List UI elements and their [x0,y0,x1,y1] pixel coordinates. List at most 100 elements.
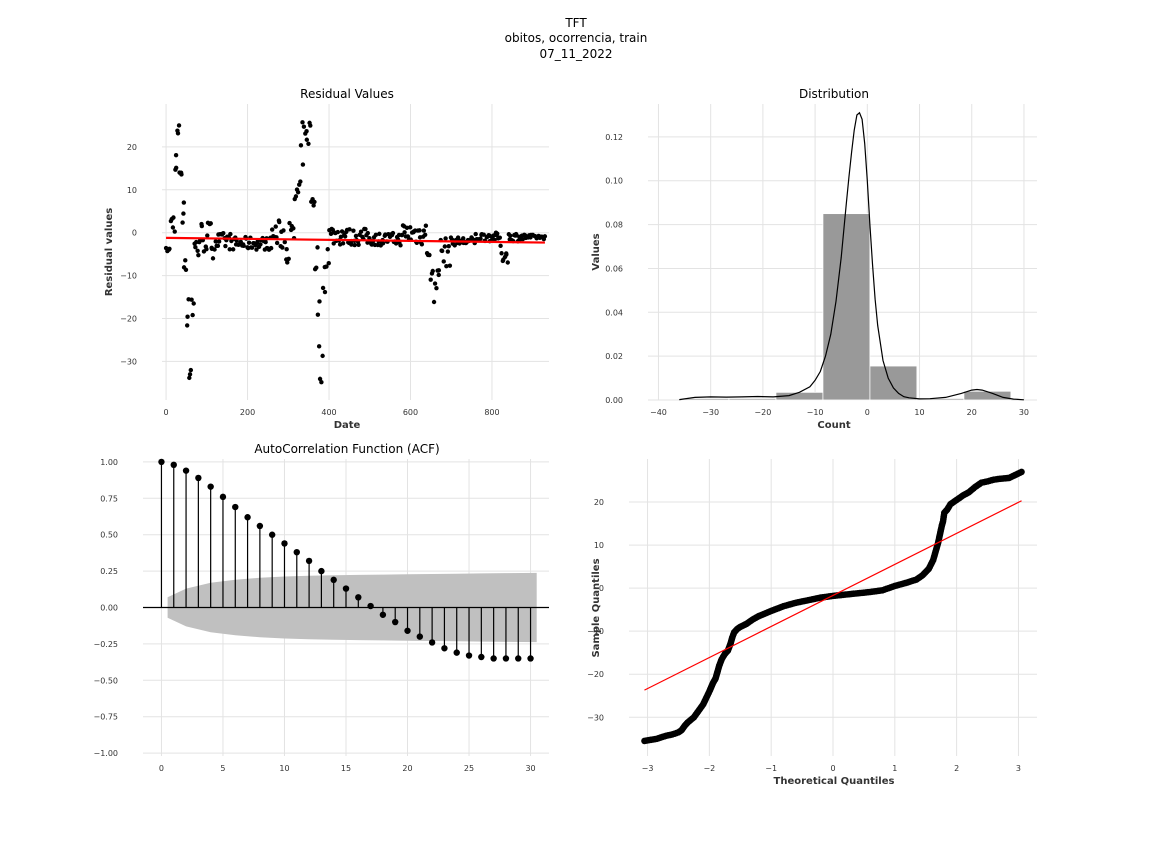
residual-point [349,242,354,247]
residual-point [304,129,309,134]
acf-xtick-label: 0 [159,764,164,773]
qq-xlabel: Theoretical Quantiles [774,776,895,787]
residual-point [301,124,307,129]
residual-point [210,256,216,261]
qq-points [641,468,1025,745]
acf-marker [379,611,387,618]
residual-point [249,245,255,250]
residual-point [423,223,429,228]
residual-point [499,251,504,256]
residual-point [436,272,441,278]
residual-point [268,245,274,251]
residual-point [441,259,446,264]
residual-point [432,281,438,286]
residual-point [195,248,200,254]
residual-point [363,226,368,232]
acf-marker [392,618,399,626]
residual-point [421,228,427,233]
distribution-xtick-label: 30 [1019,408,1029,417]
residual-point [185,314,190,319]
acf-ytick-label: 0.50 [100,531,118,540]
acf-marker [478,653,485,661]
acf-marker [268,531,276,538]
residual-point [230,247,236,252]
residual-point [215,243,221,249]
distribution-xtick-label: −40 [650,408,667,417]
residual-point [175,131,181,136]
distribution-xtick-label: 0 [865,408,870,417]
residual-point [171,215,176,220]
distribution-ytick-label: 0.00 [605,396,623,405]
residual-point [508,233,513,239]
residual-point [352,242,357,248]
acf-xtick-label: 30 [525,764,535,773]
residual-point [173,165,179,170]
residual-point [188,367,194,373]
residual-point [473,231,478,237]
qq-xtick-label: −3 [642,764,654,773]
qq-ytick-label: −10 [587,627,604,636]
residual-point [205,233,210,238]
qq-ytick-label: −30 [587,713,604,722]
residual-values-panel: Residual Values Date Residual values 0 20… [104,87,549,431]
residual-point [306,141,311,146]
distribution-panel: Distribution Count Values −40 −30 −20 −10 0 1… [591,87,1037,431]
distribution-ylabel: Values [591,233,602,270]
residual-point [347,227,352,232]
residual-point [189,297,194,302]
figure-title-line-1: TFT [564,16,587,30]
distribution-xtick-label: −10 [807,408,824,417]
residual-point [282,239,287,245]
residual-point [404,225,410,231]
residual-ytick-label: −20 [120,314,137,323]
residual-point [498,243,503,249]
residual-point [320,285,326,291]
acf-marker [244,514,251,521]
residual-point [434,286,439,291]
residual-point [315,312,321,317]
residual-point [227,247,232,252]
acf-xtick-label: 10 [279,764,289,773]
residual-point [228,231,233,237]
qq-plot-panel: Theoretical Quantiles Sample Quantiles −… [587,459,1037,787]
residual-point [173,152,179,158]
residual-point [417,228,422,233]
residual-point [356,242,361,248]
acf-marker [342,585,350,592]
acf-ytick-label: 1.00 [100,458,118,467]
distribution-xtick-label: −30 [702,408,719,417]
acf-ytick-label: 0.75 [100,494,118,503]
residual-point [179,172,184,177]
distribution-bar [822,213,871,401]
residual-point [422,232,428,237]
distribution-xlabel: Count [817,420,850,431]
residual-point [436,268,442,273]
acf-xtick-label: 25 [464,764,474,773]
acf-marker [305,557,313,565]
acf-marker [490,655,497,662]
residual-point [191,301,196,306]
residual-point [221,231,226,236]
residual-xtick-label: 400 [321,408,336,417]
residual-point [196,252,201,258]
qq-xtick-label: 0 [830,764,835,773]
residual-point [183,258,188,263]
residual-point [319,379,324,385]
qq-xtick-label: 3 [1016,764,1021,773]
residual-point [324,264,329,269]
residual-point [317,299,322,304]
qq-ylabel: Sample Quantiles [591,558,602,657]
residual-point [280,245,285,250]
residual-ytick-label: 0 [132,229,137,238]
residual-ytick-label: 20 [127,143,137,152]
residual-point [398,243,403,248]
acf-marker [170,461,177,469]
residual-trend-line [166,236,545,244]
residual-point [335,229,340,235]
acf-marker [293,548,300,556]
acf-marker [318,567,325,575]
residual-point [497,235,503,240]
acf-marker [330,576,337,584]
residual-point [504,252,509,257]
